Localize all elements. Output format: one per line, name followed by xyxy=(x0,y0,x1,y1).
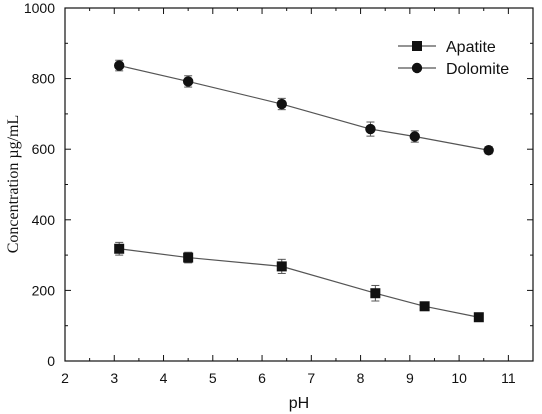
series-group xyxy=(113,59,494,323)
data-point xyxy=(419,301,430,312)
y-tick-label: 1000 xyxy=(24,0,55,16)
x-tick-label: 5 xyxy=(209,370,217,386)
x-tick-label: 2 xyxy=(61,370,69,386)
data-point xyxy=(114,243,125,254)
ticks-group: 2 3 4 5 6 7 8 9 10 11 0 200 400 600 800 1000 xyxy=(24,0,533,386)
x-tick-label: 6 xyxy=(258,370,266,386)
y-tick-label: 600 xyxy=(32,141,56,157)
y-tick-label: 400 xyxy=(32,212,56,228)
data-point xyxy=(365,123,376,135)
series-line xyxy=(119,64,489,151)
x-tick-label: 3 xyxy=(110,370,118,386)
data-point xyxy=(276,261,287,272)
series-dolomite xyxy=(113,59,494,156)
y-tick-label: 800 xyxy=(32,71,56,87)
legend-apatite-marker xyxy=(412,41,422,51)
data-point xyxy=(113,60,125,71)
legend-dolomite-marker xyxy=(411,62,423,74)
legend-apatite-label: Apatite xyxy=(446,39,496,56)
data-point xyxy=(473,312,484,323)
legend-dolomite-label: Dolomite xyxy=(446,61,509,78)
y-tick-label: 200 xyxy=(32,282,56,298)
x-tick-label: 7 xyxy=(307,370,315,386)
data-point xyxy=(370,288,381,299)
x-axis-title: pH xyxy=(289,395,309,412)
x-tick-label: 9 xyxy=(406,370,414,386)
x-tick-label: 4 xyxy=(160,370,168,386)
series-apatite xyxy=(114,241,484,323)
x-tick-label: 11 xyxy=(501,370,516,386)
x-tick-label: 10 xyxy=(451,370,467,386)
x-tick-label: 8 xyxy=(357,370,365,386)
data-point xyxy=(409,131,420,142)
series-line xyxy=(119,248,479,318)
legend: Apatite Dolomite xyxy=(398,39,509,78)
data-point xyxy=(483,145,494,156)
data-point xyxy=(276,98,287,110)
data-point xyxy=(183,252,194,263)
y-tick-label: 0 xyxy=(47,353,55,369)
data-point xyxy=(182,76,194,87)
y-axis-title: Concentration µg/mL xyxy=(5,115,22,254)
